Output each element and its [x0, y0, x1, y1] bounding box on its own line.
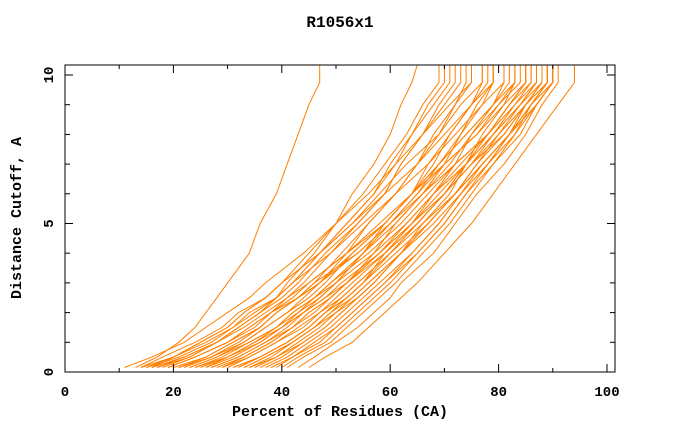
model-curve — [178, 64, 489, 368]
model-curve — [211, 64, 548, 368]
model-curve — [140, 64, 494, 368]
y-axis-label: Distance Cutoff, A — [9, 137, 26, 299]
x-tick-label: 60 — [382, 385, 399, 401]
model-curve — [205, 64, 516, 368]
model-curve — [184, 64, 510, 368]
plot-border — [64, 64, 616, 373]
model-curve — [308, 64, 575, 368]
model-curve — [124, 64, 472, 368]
model-curve — [178, 64, 521, 368]
model-curve — [297, 64, 559, 368]
model-curve — [135, 64, 321, 368]
x-tick-label: 80 — [490, 385, 507, 401]
model-curve — [276, 64, 543, 368]
axis-ticks-group — [64, 65, 615, 373]
model-curve — [286, 64, 554, 368]
tick-labels-group: 0 20 40 60 80 100 0 5 10 — [42, 67, 620, 401]
chart-title: R1056x1 — [306, 14, 373, 32]
model-curve — [167, 64, 456, 368]
x-tick-label: 100 — [594, 385, 619, 401]
model-curve — [151, 64, 505, 368]
model-curve — [281, 64, 548, 368]
x-tick-label: 40 — [273, 385, 290, 401]
model-curve — [259, 64, 537, 368]
model-curve — [227, 64, 537, 368]
y-tick-label: 10 — [42, 67, 58, 84]
x-tick-label: 20 — [165, 385, 182, 401]
y-tick-label: 5 — [42, 219, 58, 227]
model-curves-group — [124, 64, 575, 368]
y-tick-label: 0 — [42, 368, 58, 376]
x-tick-label: 0 — [61, 385, 69, 401]
x-axis-label: Percent of Residues (CA) — [232, 404, 448, 421]
model-curve — [189, 64, 467, 368]
